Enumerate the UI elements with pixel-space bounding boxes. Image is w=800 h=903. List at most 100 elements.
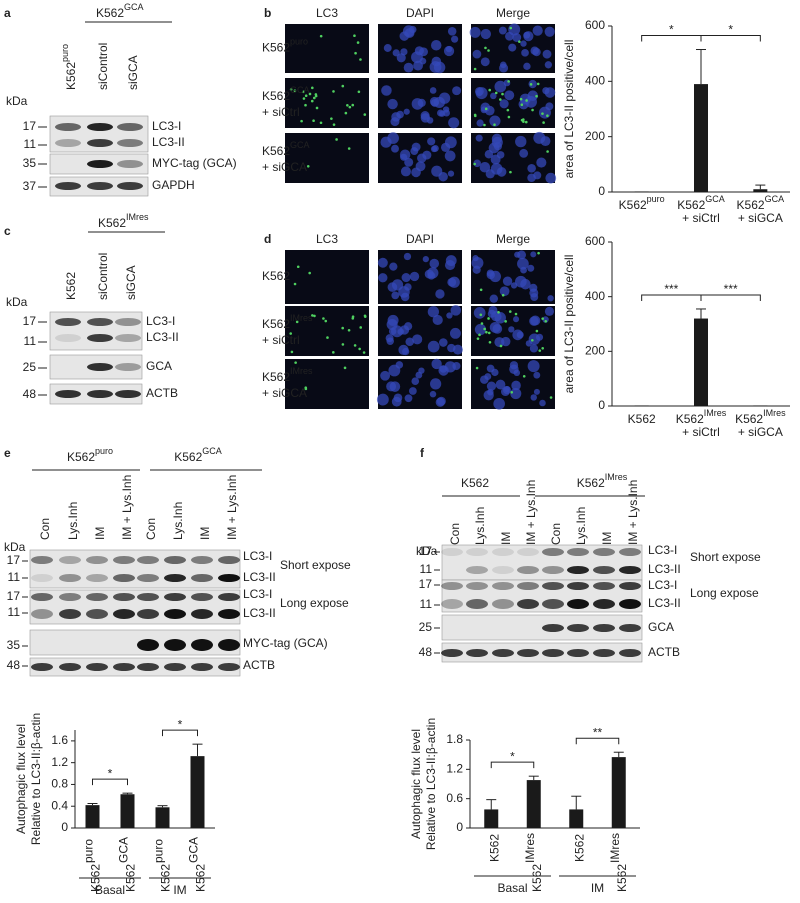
lc3-puncta — [535, 94, 538, 98]
blot-band — [191, 574, 213, 582]
category-sup: GCA — [117, 837, 131, 863]
lc3-puncta — [535, 329, 539, 333]
kda-marker: 11 — [24, 334, 37, 348]
lane-label: Con — [144, 518, 158, 540]
blot-band — [87, 160, 113, 168]
lc3-puncta — [312, 119, 315, 123]
lc3-puncta — [546, 114, 549, 118]
nucleus — [527, 264, 535, 272]
blot-band — [593, 582, 615, 590]
text-part: MYC-tag (GCA) — [152, 156, 237, 170]
text-part: LC3 — [316, 6, 338, 20]
band-label: MYC-tag (GCA) — [152, 156, 237, 170]
panel-letter: b — [264, 6, 271, 20]
text-part: 25 — [419, 620, 433, 634]
y-tick-label: 0 — [598, 184, 605, 198]
lc3-puncta — [313, 96, 316, 100]
text-part: 11 — [24, 137, 37, 151]
column-header: LC3 — [316, 6, 338, 20]
significance-bracket — [92, 778, 128, 786]
blot-band — [137, 574, 159, 582]
y-axis-label: Relative to LC3-II:β-actin — [424, 718, 438, 850]
nucleus — [533, 388, 540, 395]
nucleus — [400, 166, 411, 177]
nucleus — [429, 390, 437, 398]
text-part: d — [264, 232, 271, 246]
lane-label: K562puro — [60, 44, 78, 90]
panel-letter: a — [4, 6, 11, 20]
nucleus — [480, 375, 489, 384]
blot-band — [87, 318, 113, 326]
lc3-puncta — [488, 88, 492, 92]
text-part: K562 — [735, 412, 763, 426]
blot-band — [86, 663, 108, 671]
nucleus — [449, 327, 461, 339]
text-part: Con — [549, 523, 563, 545]
lc3-puncta — [514, 312, 518, 316]
lc3-puncta — [326, 336, 329, 339]
kda-marker: 11 — [420, 562, 433, 576]
text-part: siControl — [96, 253, 110, 300]
bar — [569, 809, 584, 828]
nucleus — [438, 338, 448, 347]
text-part: + siCtrl — [262, 105, 300, 119]
y-tick-label: 200 — [585, 129, 605, 143]
lc3-puncta — [507, 115, 511, 119]
lc3-puncta — [506, 108, 510, 112]
blot-band — [218, 556, 240, 564]
row-label: + siGCA — [262, 386, 307, 400]
text-part: kDa — [4, 540, 26, 554]
category-label: K562IMres — [608, 833, 629, 892]
nucleus — [431, 358, 442, 370]
text-part: K562 — [262, 370, 290, 384]
text-part: K562 — [262, 269, 290, 283]
row-label: K562GCA — [262, 140, 310, 158]
category-text: K562 — [572, 834, 586, 862]
nucleus — [513, 369, 521, 377]
nucleus — [444, 150, 456, 162]
blot-band — [115, 390, 141, 398]
lc3-puncta — [488, 341, 492, 344]
category-label: K562GCA — [677, 194, 725, 212]
text-part: f — [420, 446, 425, 460]
lc3-puncta — [499, 344, 503, 348]
superscript: IMres — [290, 313, 313, 323]
superscript: IMres — [605, 472, 628, 482]
text-part: Lys.Inh — [574, 507, 588, 545]
row-label: K562 — [262, 269, 290, 283]
text-part: LC3-I — [648, 578, 677, 592]
kda-marker: 48 — [419, 645, 433, 659]
superscript: puro — [290, 37, 308, 47]
nucleus — [530, 293, 539, 301]
nucleus — [398, 344, 409, 355]
blot-band — [567, 566, 589, 574]
micrograph — [285, 133, 369, 183]
lc3-puncta — [510, 390, 514, 394]
blot-band — [59, 663, 81, 671]
text-part: Lys.Inh — [473, 507, 487, 545]
text-part: 25 — [23, 360, 37, 374]
nucleus — [427, 137, 436, 146]
blot-band — [164, 609, 186, 619]
text-part: MYC-tag (GCA) — [243, 636, 328, 650]
text-part: + siCtrl — [682, 425, 720, 439]
significance-label: * — [728, 23, 733, 37]
row-label: K562puro — [262, 37, 308, 55]
text-part: K562 — [628, 412, 656, 426]
blot-band — [441, 582, 463, 590]
lane-label: siGCA — [124, 265, 138, 300]
nucleus — [469, 26, 481, 38]
lc3-puncta — [484, 46, 487, 50]
text-part: IM — [198, 527, 212, 540]
kda-marker: 17 — [23, 314, 37, 328]
nucleus — [447, 27, 457, 36]
lc3-puncta — [357, 90, 361, 94]
nucleus — [443, 45, 455, 57]
kda-marker: 48 — [23, 387, 37, 401]
blot-band — [492, 548, 514, 556]
blot-band — [87, 182, 113, 190]
lc3-puncta — [341, 326, 344, 330]
group-label: K562IMres — [98, 212, 149, 230]
nucleus — [476, 119, 484, 127]
text-part: K562 — [577, 476, 605, 490]
